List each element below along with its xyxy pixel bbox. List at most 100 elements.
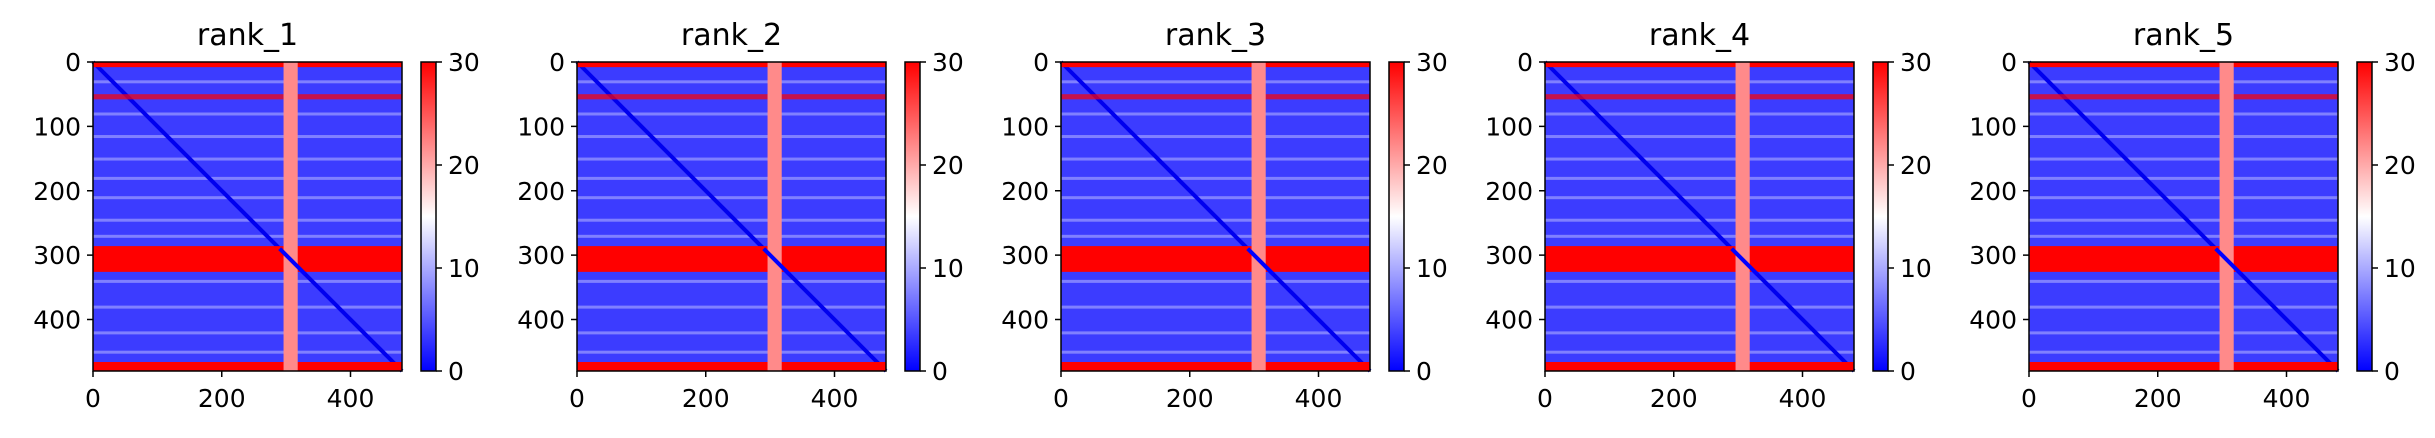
colorbar-frame (2356, 61, 2373, 372)
heatmap-diagonal (91, 60, 404, 373)
y-tick-label: 400 (1969, 306, 2017, 335)
y-tick-label: 400 (33, 306, 81, 335)
heatmap-high-row (1061, 361, 1370, 371)
x-tick-label: 0 (85, 384, 101, 413)
heatmap-high-row (93, 246, 402, 272)
heatmap-streak (93, 80, 402, 84)
panel-title: rank_3 (1165, 18, 1266, 53)
x-tick-label: 0 (1053, 384, 1069, 413)
y-tick-label: 200 (517, 177, 565, 206)
heatmap-streak (93, 196, 402, 200)
heatmap-streak (577, 331, 886, 335)
heatmap-streak (1061, 112, 1370, 116)
heatmap-streak (577, 176, 886, 180)
heatmap-high-row (577, 246, 886, 272)
y-tick-label: 0 (2001, 48, 2017, 77)
y-tick-label: 300 (1485, 241, 1533, 270)
heatmap-streak (1545, 350, 1854, 354)
colorbar-tick-label: 20 (2384, 151, 2416, 180)
x-tick-label: 200 (198, 384, 246, 413)
x-tick-label: 400 (327, 384, 375, 413)
colorbar (421, 62, 436, 371)
heatmap-streak (1545, 331, 1854, 335)
heatmap-panel-2: rank_2 0 200 400 0 100 200 300 400 0 10 20 30 (517, 18, 964, 413)
heatmap-streak (93, 135, 402, 139)
heatmap-streak (2029, 218, 2338, 222)
x-tick-label: 400 (1779, 384, 1827, 413)
heatmap-streak (2029, 196, 2338, 200)
heatmap-streak (1061, 279, 1370, 283)
colorbar-frame (420, 61, 437, 372)
heatmap-high-row (1061, 94, 1370, 100)
heatmap-streak (1545, 135, 1854, 139)
y-tick-label: 400 (1001, 306, 1049, 335)
heatmap-streak (2029, 80, 2338, 84)
heatmap-streak (577, 80, 886, 84)
plot-frame (2028, 61, 2339, 372)
plot-frame (1060, 61, 1371, 372)
colorbar-tick-label: 0 (2384, 357, 2400, 386)
heatmap-streak (93, 157, 402, 161)
heatmap-high-column (767, 62, 782, 371)
heatmap-streak (1545, 80, 1854, 84)
heatmap-streak (93, 176, 402, 180)
colorbar-tick-label: 0 (932, 357, 948, 386)
heatmap-high-row (1545, 361, 1854, 371)
heatmap-streak (577, 305, 886, 309)
x-tick-label: 200 (682, 384, 730, 413)
y-tick-label: 400 (1485, 306, 1533, 335)
plot-frame (92, 61, 403, 372)
panel-title: rank_2 (681, 18, 782, 53)
colorbar-tick-label: 10 (1416, 254, 1448, 283)
colorbar (905, 62, 920, 371)
heatmap-streak (1061, 305, 1370, 309)
colorbar-frame (1872, 61, 1889, 372)
heatmap-diagonal-cross (1246, 247, 1275, 276)
colorbar-tick-label: 20 (932, 151, 964, 180)
heatmap-streak (1545, 279, 1854, 283)
colorbar (1873, 62, 1888, 371)
colorbar (1389, 62, 1404, 371)
heatmap-diagonal (575, 60, 888, 373)
heatmap-high-row (2029, 246, 2338, 272)
colorbar-frame (904, 61, 921, 372)
y-tick-label: 300 (1001, 241, 1049, 270)
heatmap-streak (2029, 157, 2338, 161)
heatmap-streak (1061, 331, 1370, 335)
heatmap-streak (2029, 279, 2338, 283)
heatmap-streak (93, 234, 402, 238)
heatmap-streak (93, 112, 402, 116)
heatmap-streak (2029, 305, 2338, 309)
x-tick-label: 200 (2134, 384, 2182, 413)
colorbar-tick-label: 30 (1900, 48, 1932, 77)
plot-frame (576, 61, 887, 372)
heatmap-high-row (1545, 246, 1854, 272)
y-tick-label: 100 (517, 112, 565, 141)
y-tick-label: 200 (33, 177, 81, 206)
heatmap-streak (577, 350, 886, 354)
heatmap-high-row (577, 94, 886, 100)
x-tick-label: 0 (1537, 384, 1553, 413)
colorbar-tick-label: 30 (1416, 48, 1448, 77)
x-tick-label: 400 (2263, 384, 2311, 413)
heatmap-streak (577, 112, 886, 116)
y-tick-label: 100 (33, 112, 81, 141)
x-tick-label: 0 (569, 384, 585, 413)
panel-title: rank_1 (197, 18, 298, 53)
colorbar-tick-label: 20 (1416, 151, 1448, 180)
x-tick-label: 200 (1166, 384, 1214, 413)
heatmap-diagonal-cross (1730, 247, 1759, 276)
heatmap-streak (2029, 234, 2338, 238)
y-tick-label: 0 (549, 48, 565, 77)
heatmap-streak (577, 218, 886, 222)
y-tick-label: 200 (1001, 177, 1049, 206)
heatmap-streak (1545, 112, 1854, 116)
panels: rank_10 200 40001002003004000102030rank_20… (33, 18, 2416, 413)
colorbar-tick-label: 30 (932, 48, 964, 77)
heatmap-high-row (2029, 62, 2338, 68)
heatmap-high-column (2219, 62, 2234, 371)
heatmap-streak (1061, 234, 1370, 238)
heatmap-streak (1545, 157, 1854, 161)
colorbar-tick-label: 30 (2384, 48, 2416, 77)
heatmap-diagonal (1543, 60, 1856, 373)
